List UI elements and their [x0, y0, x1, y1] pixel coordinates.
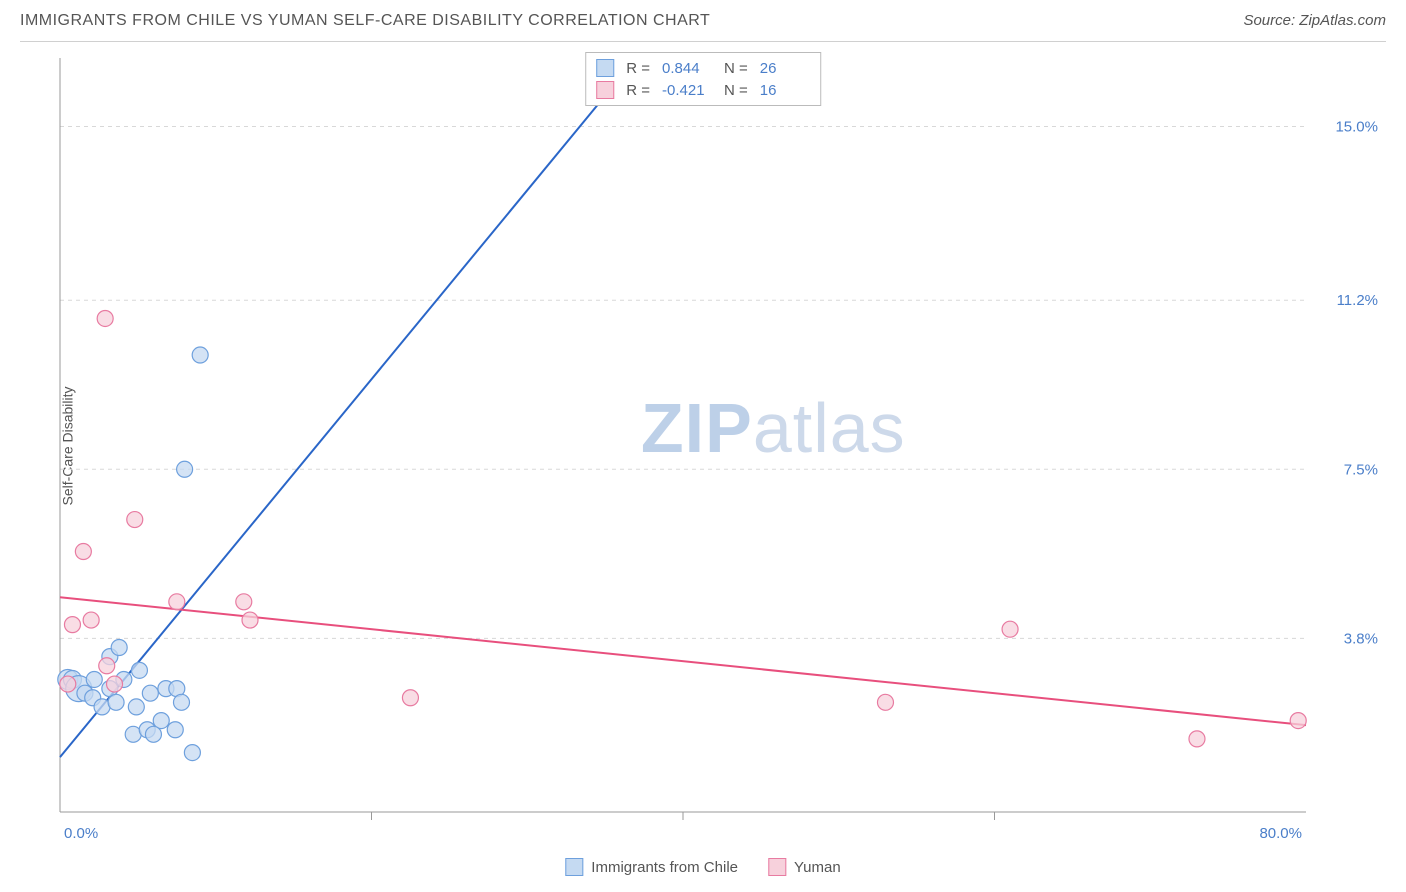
legend-stats-box: R = 0.844 N = 26 R = -0.421 N = 16 — [585, 52, 821, 106]
stat-N-label: N = — [724, 82, 748, 99]
chart-area: 3.8% 7.5% 11.2% 15.0% 0.0% 80.0% — [50, 50, 1386, 842]
legend-swatch — [565, 858, 583, 876]
svg-text:11.2%: 11.2% — [1337, 292, 1378, 309]
source-label: Source: ZipAtlas.com — [1243, 12, 1386, 29]
stat-R-label: R = — [626, 82, 650, 99]
stat-R-value: -0.421 — [662, 82, 712, 99]
stat-R-value: 0.844 — [662, 60, 712, 77]
svg-text:0.0%: 0.0% — [64, 825, 98, 842]
stat-N-label: N = — [724, 60, 748, 77]
legend-stats-row: R = 0.844 N = 26 — [596, 57, 810, 79]
legend-bottom: Immigrants from Chile Yuman — [565, 858, 840, 876]
chart-title: IMMIGRANTS FROM CHILE VS YUMAN SELF-CARE… — [20, 12, 710, 30]
legend-label: Immigrants from Chile — [591, 859, 738, 876]
legend-swatch — [596, 59, 614, 77]
legend-item: Immigrants from Chile — [565, 858, 738, 876]
legend-stats-row: R = -0.421 N = 16 — [596, 79, 810, 101]
svg-text:3.8%: 3.8% — [1344, 630, 1378, 647]
legend-label: Yuman — [794, 859, 841, 876]
svg-text:80.0%: 80.0% — [1259, 825, 1302, 842]
legend-swatch — [596, 81, 614, 99]
legend-swatch — [768, 858, 786, 876]
svg-text:15.0%: 15.0% — [1335, 119, 1378, 136]
scatter-plot: 3.8% 7.5% 11.2% 15.0% 0.0% 80.0% — [50, 50, 1386, 842]
stat-N-value: 26 — [760, 60, 810, 77]
svg-text:7.5%: 7.5% — [1344, 461, 1378, 478]
legend-item: Yuman — [768, 858, 841, 876]
stat-R-label: R = — [626, 60, 650, 77]
chart-header: IMMIGRANTS FROM CHILE VS YUMAN SELF-CARE… — [20, 12, 1386, 42]
stat-N-value: 16 — [760, 82, 810, 99]
